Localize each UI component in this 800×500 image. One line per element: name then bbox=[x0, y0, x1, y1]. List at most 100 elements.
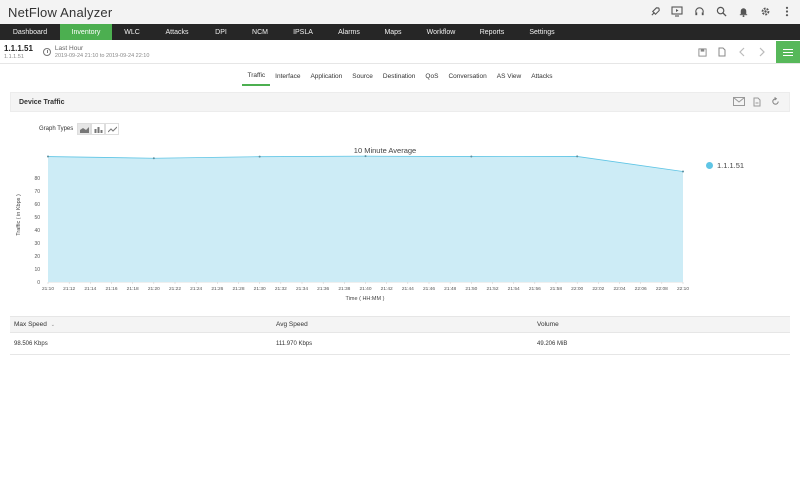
nav-dashboard[interactable]: Dashboard bbox=[12, 28, 48, 36]
legend-marker bbox=[706, 162, 713, 169]
nav-maps[interactable]: Maps bbox=[384, 28, 402, 36]
chart-legend[interactable]: 1.1.1.51 bbox=[706, 161, 744, 170]
series-area bbox=[48, 156, 683, 282]
table-row: 98.506 Kbps 111.970 Kbps 49.206 MiB bbox=[10, 333, 790, 355]
chevron-left-icon[interactable] bbox=[735, 45, 749, 59]
nav-wlc[interactable]: WLC bbox=[124, 28, 140, 36]
nav-dpi[interactable]: DPI bbox=[215, 28, 227, 36]
header-volume[interactable]: Volume bbox=[537, 321, 559, 328]
x-tick-label: 21:48 bbox=[444, 286, 456, 292]
data-point bbox=[682, 170, 684, 173]
x-tick-label: 21:34 bbox=[296, 286, 308, 292]
x-tick-label: 21:24 bbox=[190, 286, 202, 292]
time-selector[interactable]: Last Hour 2019-09-24 21:10 to 2019-09-24… bbox=[42, 45, 149, 59]
tab-conversation[interactable]: Conversation bbox=[448, 72, 487, 80]
x-axis: 21:10 21:12 21:14 21:16 21:18 21:20 21:22 21:24… bbox=[42, 281, 689, 292]
y-tick-label: 30 bbox=[34, 241, 40, 247]
x-tick-label: 21:20 bbox=[148, 286, 160, 292]
data-point bbox=[364, 155, 367, 158]
x-axis-label: Time ( HH:MM ) bbox=[346, 296, 385, 302]
refresh-icon[interactable] bbox=[769, 97, 781, 109]
tab-destination[interactable]: Destination bbox=[382, 72, 416, 80]
more-icon[interactable] bbox=[780, 4, 794, 18]
clock-icon bbox=[42, 47, 51, 56]
x-tick-label: 22:02 bbox=[592, 286, 604, 292]
tab-traffic[interactable]: Traffic bbox=[242, 66, 271, 86]
bell-icon[interactable] bbox=[736, 4, 750, 18]
nav-attacks[interactable]: Attacks bbox=[165, 28, 189, 36]
sort-icon: ⌄ bbox=[50, 322, 55, 328]
x-tick-label: 21:32 bbox=[275, 286, 287, 292]
header-max-speed-label: Max Speed bbox=[14, 321, 47, 328]
header-avg-speed[interactable]: Avg Speed bbox=[276, 321, 308, 328]
y-tick-label: 20 bbox=[34, 254, 40, 260]
headset-icon[interactable] bbox=[692, 4, 706, 18]
y-tick-label: 10 bbox=[34, 267, 40, 273]
bar-graph-icon[interactable] bbox=[91, 123, 106, 135]
pdf-icon[interactable] bbox=[751, 97, 763, 109]
y-axis-label: Traffic ( in Kbps ) bbox=[16, 194, 22, 236]
area-graph-icon[interactable] bbox=[77, 123, 92, 135]
cell-avg-speed: 111.970 Kbps bbox=[276, 340, 313, 347]
nav-inventory[interactable]: Inventory bbox=[60, 24, 112, 40]
x-tick-label: 21:14 bbox=[84, 286, 96, 292]
device-sub: 1.1.1.51 bbox=[4, 53, 24, 60]
x-tick-label: 21:56 bbox=[529, 286, 541, 292]
graph-types: Graph Types bbox=[39, 123, 120, 135]
x-tick-label: 22:10 bbox=[677, 286, 689, 292]
rocket-icon[interactable] bbox=[648, 4, 662, 18]
x-tick-label: 21:46 bbox=[423, 286, 435, 292]
mail-icon[interactable] bbox=[733, 97, 745, 109]
y-tick-label: 60 bbox=[34, 202, 40, 208]
x-tick-label: 21:12 bbox=[63, 286, 75, 292]
cell-volume: 49.206 MiB bbox=[537, 340, 568, 347]
x-tick-label: 21:30 bbox=[254, 286, 266, 292]
graph-types-label: Graph Types bbox=[39, 126, 74, 132]
chevron-right-icon[interactable] bbox=[755, 45, 769, 59]
data-point bbox=[576, 155, 579, 158]
device-ip: 1.1.1.51 bbox=[4, 43, 33, 53]
cell-max-speed: 98.506 Kbps bbox=[14, 340, 48, 347]
device-actions bbox=[692, 40, 800, 64]
line-graph-icon[interactable] bbox=[105, 123, 120, 135]
x-tick-label: 22:06 bbox=[635, 286, 647, 292]
x-tick-label: 21:50 bbox=[465, 286, 477, 292]
plot-area bbox=[47, 155, 684, 282]
x-tick-label: 22:04 bbox=[613, 286, 625, 292]
save-icon[interactable] bbox=[695, 45, 709, 59]
tab-attacks[interactable]: Attacks bbox=[531, 72, 553, 80]
tab-interface[interactable]: Interface bbox=[275, 72, 301, 80]
x-tick-label: 22:00 bbox=[571, 286, 583, 292]
panel-title: Device Traffic bbox=[19, 98, 65, 106]
search-icon[interactable] bbox=[714, 4, 728, 18]
nav-ipsla[interactable]: IPSLA bbox=[293, 28, 313, 36]
data-point bbox=[47, 155, 49, 158]
x-tick-label: 21:52 bbox=[486, 286, 498, 292]
nav-workflow[interactable]: Workflow bbox=[426, 28, 456, 36]
monitor-icon[interactable] bbox=[670, 4, 684, 18]
tab-qos[interactable]: QoS bbox=[425, 72, 439, 80]
device-info[interactable]: 1.1.1.51 1.1.1.51 bbox=[4, 44, 33, 60]
chart-title: 10 Minute Average bbox=[354, 146, 416, 155]
gear-icon[interactable] bbox=[758, 4, 772, 18]
nav-reports[interactable]: Reports bbox=[479, 28, 505, 36]
nav-settings[interactable]: Settings bbox=[529, 28, 555, 36]
sub-tabs: Traffic Interface Application Source Des… bbox=[0, 66, 800, 86]
x-tick-label: 21:28 bbox=[232, 286, 244, 292]
document-icon[interactable] bbox=[715, 45, 729, 59]
traffic-chart: 10 Minute Average 0 10 20 30 40 50 60 70 80 21:1… bbox=[16, 146, 689, 302]
tab-application[interactable]: Application bbox=[310, 72, 343, 80]
panel-icons bbox=[733, 97, 781, 109]
x-tick-label: 21:10 bbox=[42, 286, 54, 292]
panel-header: Device Traffic bbox=[10, 92, 790, 112]
tab-as-view[interactable]: AS View bbox=[496, 72, 522, 80]
nav-alarms[interactable]: Alarms bbox=[338, 28, 360, 36]
x-tick-label: 21:22 bbox=[169, 286, 181, 292]
tab-source[interactable]: Source bbox=[352, 72, 373, 80]
speed-table: Max Speed ⌄ Avg Speed Volume 98.506 Kbps… bbox=[10, 316, 790, 355]
x-tick-label: 21:38 bbox=[338, 286, 350, 292]
header-max-speed[interactable]: Max Speed ⌄ bbox=[10, 321, 272, 328]
y-tick-label: 0 bbox=[37, 280, 40, 286]
nav-ncm[interactable]: NCM bbox=[252, 28, 268, 36]
hamburger-menu-button[interactable] bbox=[776, 41, 800, 63]
